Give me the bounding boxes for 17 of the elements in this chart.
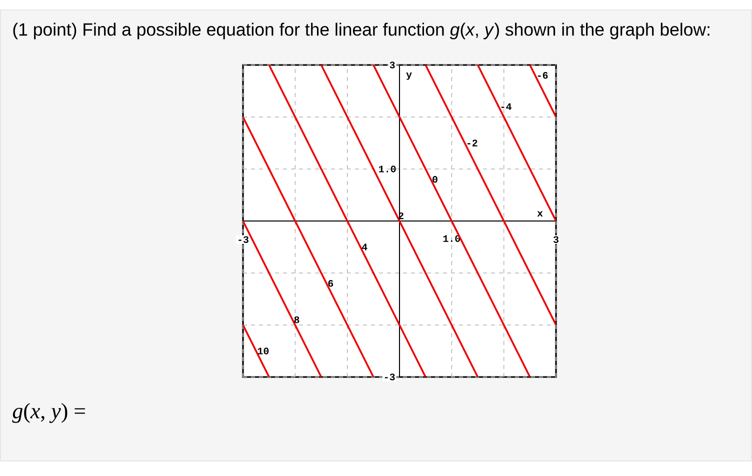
- y-tick-label: 1.0: [379, 166, 396, 172]
- annotation: 0: [432, 176, 438, 183]
- y-tick-label: 3: [390, 62, 395, 68]
- annotation: -2: [467, 140, 478, 146]
- annotation: 4: [362, 244, 368, 250]
- annotation: -6: [538, 72, 548, 79]
- x-tick-label: -3: [238, 236, 248, 243]
- x-tick-label: 3: [553, 236, 558, 243]
- annotation: 10: [258, 348, 269, 354]
- annotation: 6: [328, 280, 334, 287]
- annotation: 8: [294, 316, 300, 324]
- annotation: -4: [501, 103, 512, 110]
- y-tick-label: -3: [384, 374, 395, 380]
- x-axis-title: x: [537, 211, 543, 216]
- y-axis-title: y: [406, 72, 412, 80]
- chart-title: (1 point) Find a possible equation for the linear function g(x, y) shown in the graph below:: [13, 22, 710, 40]
- text: g(x, y) =: [12, 403, 85, 423]
